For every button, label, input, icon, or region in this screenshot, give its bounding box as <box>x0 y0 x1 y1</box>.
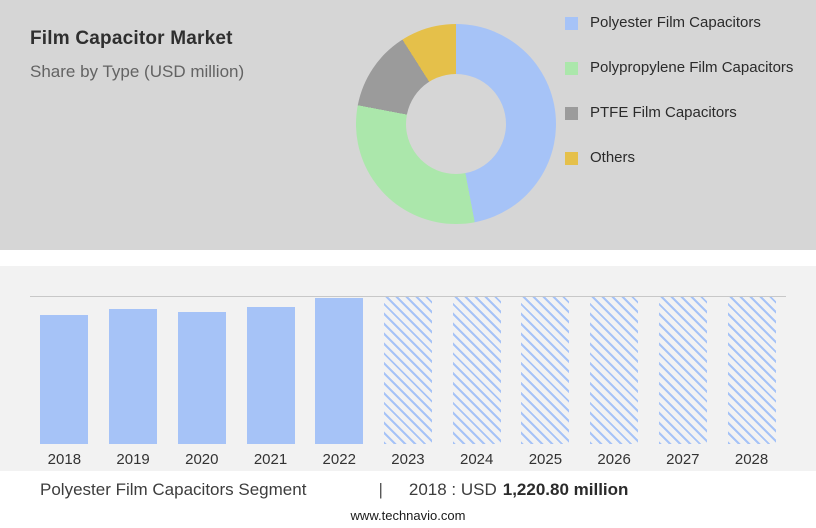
forecast-bar <box>590 297 639 444</box>
legend-label: Polyester Film Capacitors <box>590 14 761 31</box>
x-axis-label: 2028 <box>734 451 769 468</box>
forecast-bar <box>452 297 501 444</box>
legend-item: Others <box>565 149 795 167</box>
value-prefix: 2018 : USD <box>408 480 497 499</box>
legend-swatch <box>565 62 578 75</box>
x-axis-label: 2023 <box>391 451 425 468</box>
legend-swatch <box>565 152 578 165</box>
value-text: 2018 : USD 1,220.80 million <box>409 480 629 500</box>
page-subtitle: Share by Type (USD million) <box>30 62 245 81</box>
x-axis-label: 2020 <box>185 451 219 468</box>
legend-swatch <box>565 17 578 30</box>
donut-hole <box>406 74 506 174</box>
bar-plot <box>30 296 786 444</box>
historical-bar <box>177 311 226 444</box>
x-axis-label: 2025 <box>528 451 563 468</box>
value-amount: 1,220.80 million <box>502 480 629 499</box>
legend-item: PTFE Film Capacitors <box>565 104 795 122</box>
segment-label: Polyester Film Capacitors Segment <box>40 480 307 499</box>
legend-label: Others <box>590 149 636 166</box>
legend-item: Polyester Film Capacitors <box>565 14 795 32</box>
legend-item: Polypropylene Film Capacitors <box>565 59 795 77</box>
donut-chart <box>356 24 556 224</box>
x-axis-label: 2022 <box>322 451 356 468</box>
footer: Polyester Film Capacitors Segment | 2018… <box>0 471 816 528</box>
website-text: www.technavio.com <box>350 508 466 523</box>
separator: | <box>378 480 383 499</box>
x-axis-label: 2019 <box>116 451 150 468</box>
historical-bar <box>246 307 295 444</box>
forecast-bar <box>383 297 432 444</box>
historical-bar <box>40 314 89 444</box>
historical-bar <box>315 298 364 444</box>
legend-label: PTFE Film Capacitors <box>590 104 737 121</box>
page-title: Film Capacitor Market <box>30 28 233 49</box>
titles: Film Capacitor Market Share by Type (USD… <box>30 28 244 82</box>
x-axis-label: 2024 <box>459 451 494 468</box>
x-axis-label: 2027 <box>666 451 700 468</box>
x-axis-label: 2018 <box>47 451 82 468</box>
x-axis-label: 2026 <box>597 451 631 468</box>
forecast-bar <box>658 297 707 444</box>
historical-bar <box>109 308 158 444</box>
x-axis-label: 2021 <box>253 451 288 468</box>
footer-caption: Polyester Film Capacitors Segment | 2018… <box>0 471 816 500</box>
x-axis: 2018 2019 2020 2021 2022 2023 2024 2025 2026 2027… <box>30 444 786 468</box>
legend-swatch <box>565 107 578 120</box>
forecast-bar <box>727 297 776 444</box>
section-divider <box>0 250 816 266</box>
legend-label: Polypropylene Film Capacitors <box>590 59 794 76</box>
bar-chart-panel: 2018 2019 2020 2021 2022 2023 2024 2025 2026 2027… <box>0 266 816 471</box>
forecast-bar <box>521 297 570 444</box>
legend: Polyester Film Capacitors Polypropylene F… <box>565 14 795 194</box>
header-panel: Film Capacitor Market Share by Type (USD… <box>0 0 816 250</box>
